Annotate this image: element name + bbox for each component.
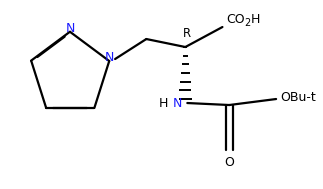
Text: H: H [251,12,260,26]
Text: OBu-t: OBu-t [280,91,316,104]
Text: N: N [105,50,114,64]
Text: H: H [159,97,169,109]
Text: R: R [183,26,191,40]
Text: 2: 2 [244,18,250,28]
Text: N: N [66,22,75,35]
Text: CO: CO [226,12,245,26]
Text: N: N [173,97,182,109]
Text: O: O [224,156,234,169]
